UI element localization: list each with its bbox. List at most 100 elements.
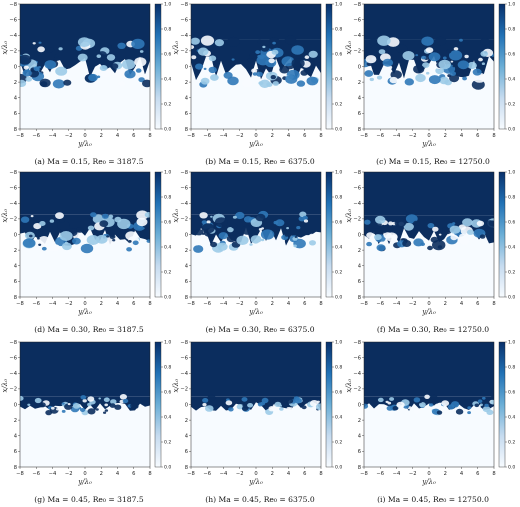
x-tick-label: 6	[132, 133, 135, 139]
vortex-blob	[366, 232, 374, 239]
x-tick-label: 6	[132, 301, 135, 307]
colorbar-tick-label: 0.8	[508, 27, 515, 33]
field-plot	[20, 342, 150, 467]
x-axis-label: y/λ₀	[77, 140, 92, 148]
vortex-blob	[191, 236, 202, 246]
colorbar-tick-label: 0.0	[164, 127, 171, 133]
vortex-blob	[195, 63, 204, 70]
x-tick-label: 2	[444, 471, 447, 477]
colorbar	[498, 3, 506, 130]
vortex-blob	[89, 217, 93, 220]
colorbar	[154, 341, 162, 468]
vortex-blob	[20, 395, 24, 401]
vortex-blob	[39, 78, 51, 88]
vortex-blob	[214, 217, 228, 228]
x-tick-label: 2	[444, 133, 447, 139]
colorbar-tick-label: 0.2	[508, 270, 515, 276]
y-tick-label: 6	[185, 279, 188, 285]
vortex-blob	[449, 225, 461, 234]
vortex-blob	[61, 242, 72, 251]
vortex-blob	[255, 213, 266, 222]
vortex-blob	[115, 69, 127, 78]
colorbar-tick-label: 0.8	[164, 365, 171, 371]
x-tick-label: −6	[203, 133, 211, 139]
y-tick-label: 8	[14, 127, 17, 133]
vortex-blob	[55, 212, 64, 219]
colorbar-tick-label: 0.6	[335, 390, 342, 396]
x-tick-label: −4	[49, 471, 57, 477]
x-axis-label: y/λ₀	[248, 478, 263, 486]
vortex-blob	[422, 62, 430, 68]
vortex-blob	[281, 56, 295, 67]
vortex-blob	[56, 408, 60, 411]
vortex-blob	[376, 75, 383, 80]
y-tick-label: −8	[180, 170, 188, 176]
x-tick-label: 4	[460, 471, 464, 477]
vortex-blob	[82, 399, 87, 403]
panel-f: −8 −6 −4 −2 0 2 4 6 8−8−6−4−202468y/λ₀x/λ₀0.00.2…	[345, 170, 515, 334]
vortex-blob	[55, 66, 68, 76]
vortex-blob	[420, 242, 425, 246]
x-tick-label: −8	[16, 133, 24, 139]
vortex-blob	[144, 212, 150, 218]
x-tick-label: 4	[460, 133, 464, 139]
vortex-blob	[403, 222, 414, 231]
vortex-blob	[63, 79, 72, 86]
y-tick-label: −8	[180, 2, 188, 8]
colorbar	[325, 171, 333, 298]
colorbar	[325, 3, 333, 130]
y-tick-label: 8	[185, 295, 188, 301]
vortex-blob	[450, 60, 454, 63]
vortex-blob	[64, 403, 73, 410]
panel-d: −8 −6 −4 −2 0 2 4 6 8−8−6−4−202468y/λ₀x/λ₀0.00.2…	[1, 170, 171, 334]
vortex-blob	[231, 58, 235, 61]
vortex-blob	[427, 223, 435, 229]
vortex-blob	[270, 75, 276, 80]
heavy-fluid-region	[191, 342, 321, 397]
vortex-blob	[425, 47, 434, 53]
vortex-blob	[476, 220, 485, 227]
vortex-blob	[452, 222, 456, 225]
x-tick-label: 0	[254, 133, 257, 139]
colorbar-tick-label: 1.0	[164, 170, 171, 176]
y-tick-label: 8	[185, 465, 188, 471]
x-tick-label: −6	[376, 133, 384, 139]
y-tick-label: 6	[14, 449, 17, 455]
y-tick-label: −6	[353, 185, 361, 191]
colorbar-tick-label: 0.6	[164, 390, 171, 396]
vortex-blob	[428, 75, 441, 85]
vortex-blob	[87, 402, 92, 407]
y-tick-label: −2	[180, 387, 188, 393]
y-tick-label: 4	[358, 434, 362, 440]
vortex-blob	[136, 210, 149, 220]
panel-caption: (a) Ma = 0.15, Re₀ = 3187.5	[34, 157, 143, 166]
vortex-blob	[208, 55, 217, 62]
vortex-blob	[308, 233, 315, 239]
y-tick-label: −6	[353, 355, 361, 361]
colorbar-tick-label: 0.4	[164, 245, 171, 251]
panel-caption: (f) Ma = 0.30, Re₀ = 12750.0	[377, 325, 489, 334]
vortex-blob	[382, 58, 394, 67]
y-tick-label: −6	[353, 17, 361, 23]
x-tick-label: 4	[287, 471, 291, 477]
vortex-blob	[272, 41, 276, 45]
vortex-blob	[228, 407, 234, 412]
vortex-blob	[442, 56, 447, 60]
x-tick-label: −2	[409, 471, 417, 477]
vortex-blob	[201, 223, 215, 234]
vortex-blob	[214, 39, 224, 47]
field-plot	[364, 342, 494, 467]
vortex-blob	[464, 54, 469, 59]
panel-h: −8 −6 −4 −2 0 2 4 6 8−8−6−4−202468y/λ₀x/λ₀0.00.2…	[172, 340, 342, 504]
x-tick-label: −6	[376, 471, 384, 477]
vortex-blob	[41, 246, 47, 251]
y-tick-label: 8	[185, 127, 188, 133]
vortex-blob	[302, 397, 307, 401]
vortex-blob	[28, 80, 37, 87]
vortex-blob	[452, 65, 456, 68]
vortex-blob	[256, 55, 270, 66]
y-tick-label: −8	[353, 170, 361, 176]
vortex-blob	[266, 82, 273, 87]
colorbar-tick-label: 1.0	[508, 340, 515, 346]
